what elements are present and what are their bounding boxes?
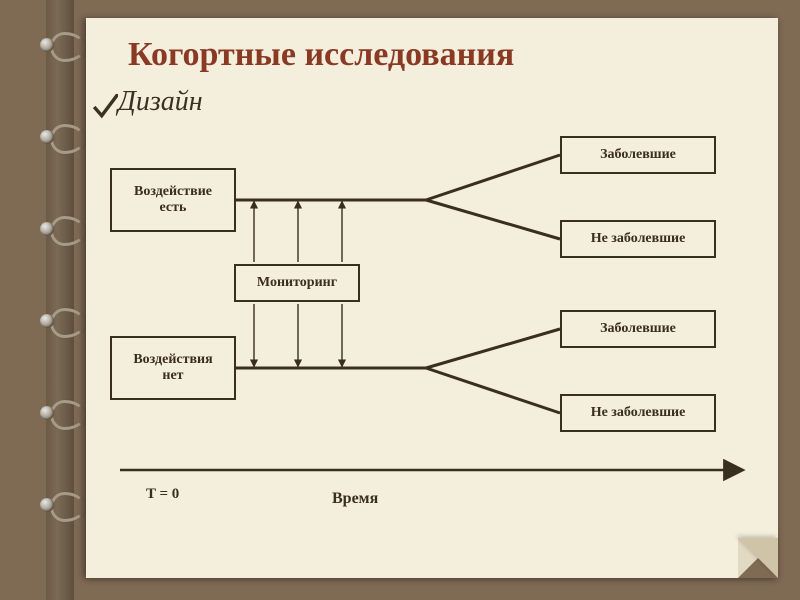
binder-ring (36, 128, 84, 144)
check-icon (92, 94, 118, 120)
binder-ring (36, 496, 84, 512)
binder-ring (36, 220, 84, 236)
page-curl (738, 538, 778, 578)
slide-frame: Когортные исследования Дизайн Воздействи… (0, 0, 800, 600)
node-exposed: Воздействие есть (110, 168, 236, 232)
page-title: Когортные исследования (128, 36, 514, 74)
subtitle: Дизайн (118, 86, 203, 118)
binder-ring (36, 36, 84, 52)
axis-time-label: Время (332, 490, 378, 508)
axis-t0-label: T = 0 (146, 486, 179, 503)
node-unexposed: Воздействия нет (110, 336, 236, 400)
node-healthy2: Не заболевшие (560, 394, 716, 432)
binder-ring (36, 312, 84, 328)
node-healthy1: Не заболевшие (560, 220, 716, 258)
binder-ring (36, 404, 84, 420)
node-sick2: Заболевшие (560, 310, 716, 348)
node-monitor: Мониторинг (234, 264, 360, 302)
node-sick1: Заболевшие (560, 136, 716, 174)
